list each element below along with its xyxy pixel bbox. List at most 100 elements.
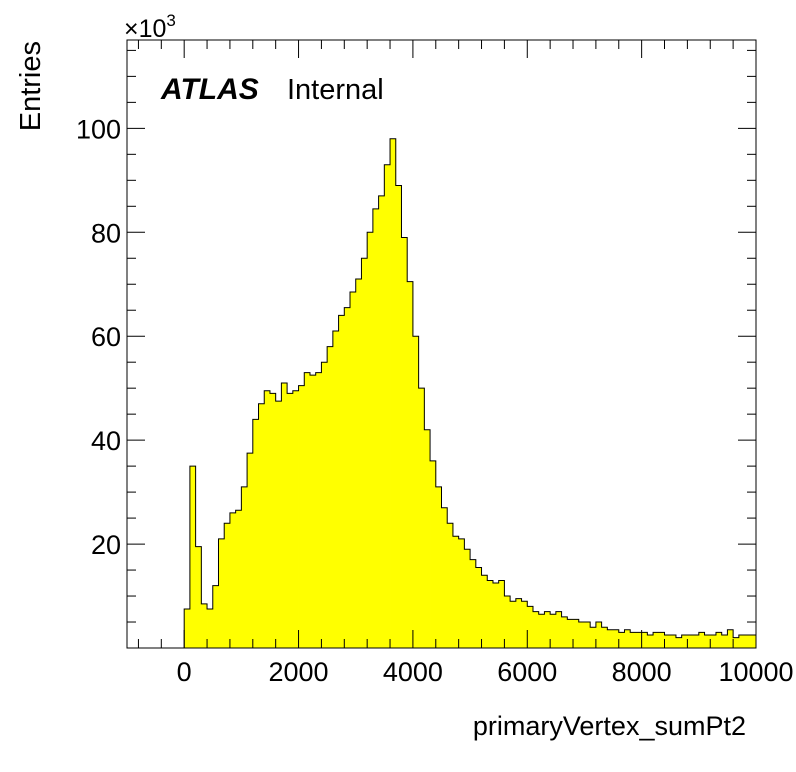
histogram-bin xyxy=(607,629,614,648)
y-multiplier-base: ×10 xyxy=(124,15,166,43)
histogram-bin xyxy=(264,390,271,648)
histogram-bin xyxy=(418,388,425,648)
histogram-bin xyxy=(430,460,437,648)
histogram-bin xyxy=(573,619,580,648)
histogram-bin xyxy=(452,536,460,648)
y-tick-label: 20 xyxy=(91,530,121,560)
histogram-bin xyxy=(252,419,259,648)
histogram-bin xyxy=(658,632,665,648)
histogram-bin xyxy=(327,346,334,648)
x-tick-label: 4000 xyxy=(383,657,443,687)
histogram-bin xyxy=(618,632,625,648)
histogram-bin xyxy=(332,331,339,648)
histogram-bin xyxy=(218,538,225,648)
histogram-bin xyxy=(269,393,277,648)
histogram-bin xyxy=(521,601,528,648)
histogram-bin xyxy=(715,632,723,648)
histogram-bin xyxy=(584,622,591,648)
histogram-bin xyxy=(681,635,688,648)
histogram-bin xyxy=(510,601,517,648)
histogram-bin xyxy=(630,632,637,648)
histogram-bin xyxy=(275,401,282,648)
histogram-bin xyxy=(407,281,414,648)
histogram-bin xyxy=(315,372,322,648)
histogram-bin xyxy=(212,585,219,648)
histogram-bin xyxy=(184,609,191,648)
histogram-bin xyxy=(504,596,511,648)
histogram-bin xyxy=(298,385,305,648)
histogram-bin xyxy=(475,567,482,648)
histogram-bin xyxy=(384,164,391,648)
histogram-bin xyxy=(201,603,208,648)
histogram-bin xyxy=(247,453,254,648)
histogram-bin xyxy=(292,390,299,648)
histogram-bin xyxy=(378,195,385,648)
histogram-bin xyxy=(544,611,551,648)
atlas-label: ATLAS xyxy=(160,73,259,106)
histogram-bin xyxy=(721,635,728,648)
y-tick-label: 40 xyxy=(91,426,121,456)
histogram-bin xyxy=(624,629,631,648)
histogram-bin xyxy=(567,619,574,648)
histogram-bin xyxy=(750,635,757,648)
histogram-bin xyxy=(395,185,402,648)
histogram-bin xyxy=(555,611,562,648)
histogram-bin xyxy=(304,372,311,648)
histogram-bin xyxy=(401,237,408,648)
histogram-bin xyxy=(492,583,500,648)
histogram-bin xyxy=(424,429,431,648)
histogram-bin xyxy=(744,635,751,648)
y-tick-label: 80 xyxy=(91,218,121,248)
histogram-bin xyxy=(281,382,288,648)
histogram-bin xyxy=(458,538,465,648)
x-axis-ticks: 0 2000 4000 6000 8000 10000 xyxy=(137,40,794,687)
histogram-bin xyxy=(647,635,654,648)
histogram-bin xyxy=(412,336,420,648)
histogram-bin xyxy=(578,622,585,648)
histogram-bin xyxy=(733,637,740,648)
histogram-bin xyxy=(738,635,745,648)
histogram-bin xyxy=(258,403,265,648)
histogram-bin xyxy=(487,580,494,648)
histogram-bin xyxy=(664,635,671,648)
y-multiplier-exponent: 3 xyxy=(166,11,175,30)
histogram-bin xyxy=(550,614,557,648)
histogram-bars xyxy=(184,138,757,648)
histogram-bin xyxy=(498,580,505,648)
histogram-bin xyxy=(338,315,345,648)
histogram-bin xyxy=(613,629,620,648)
histogram-bin xyxy=(515,598,522,648)
histogram-bin xyxy=(189,466,197,648)
histogram-bin xyxy=(447,523,454,648)
histogram-bin xyxy=(435,486,442,648)
histogram-bin xyxy=(367,232,374,648)
histogram-bin xyxy=(653,632,660,648)
y-multiplier: ×103 xyxy=(124,11,176,43)
histogram-bin xyxy=(390,138,397,648)
y-axis-ticks: 20 40 60 80 100 xyxy=(76,49,756,623)
histogram-bin xyxy=(235,510,242,648)
histogram-bin xyxy=(207,609,214,648)
histogram-bin xyxy=(675,637,683,648)
histogram-bin xyxy=(698,632,705,648)
histogram-bin xyxy=(727,629,734,648)
histogram-bin xyxy=(241,486,248,648)
histogram-outline xyxy=(183,138,757,648)
histogram-bin xyxy=(590,627,597,648)
y-tick-label: 100 xyxy=(76,114,121,144)
histogram-bin xyxy=(309,375,317,648)
histogram-bin xyxy=(195,546,202,648)
histogram-bin xyxy=(710,635,717,648)
histogram-bin xyxy=(355,279,362,648)
plot-frame xyxy=(126,39,757,649)
histogram-bin xyxy=(641,632,648,648)
histogram-bin xyxy=(224,523,231,648)
histogram-bin xyxy=(601,627,608,648)
histogram-bin xyxy=(481,575,488,648)
histogram-bin xyxy=(470,559,477,648)
histogram-bin xyxy=(350,292,357,648)
histogram-bin xyxy=(441,507,448,648)
histogram-bin xyxy=(561,616,568,648)
x-tick-label: 6000 xyxy=(497,657,557,687)
